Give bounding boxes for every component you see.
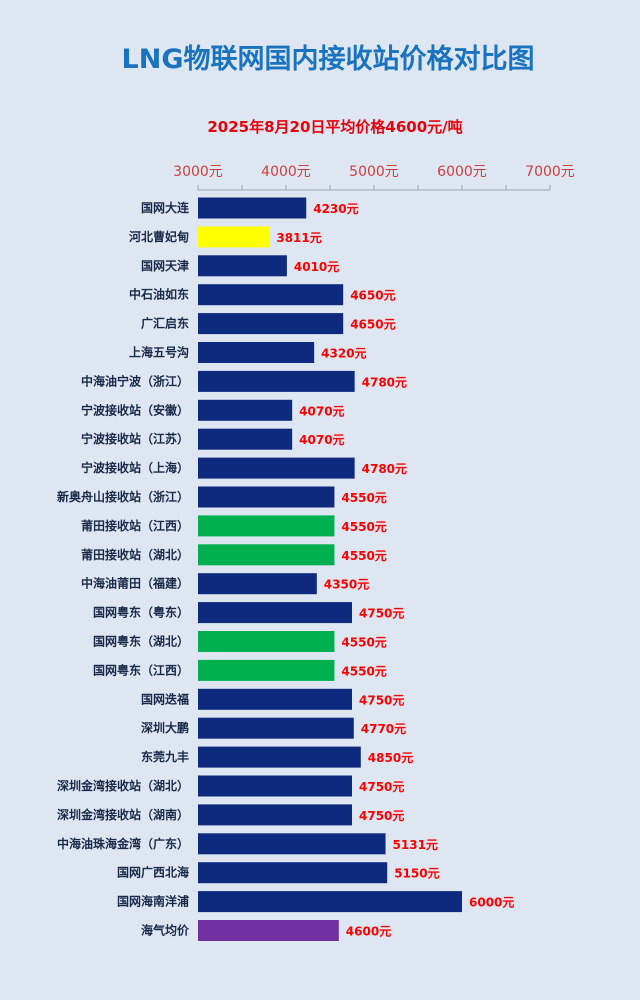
value-label: 4230元 xyxy=(313,202,358,216)
bar xyxy=(198,862,388,884)
category-label: 国网粤东（湖北） xyxy=(93,634,189,649)
category-label: 国网粤东（江西） xyxy=(93,662,189,677)
category-label: 新奥舟山接收站（浙江） xyxy=(57,489,189,504)
bar xyxy=(198,746,361,768)
category-label: 中海油珠海金湾（广东） xyxy=(57,836,189,851)
value-label: 5131元 xyxy=(393,838,438,852)
bar xyxy=(198,342,315,363)
value-label: 4650元 xyxy=(350,289,395,303)
bar xyxy=(198,370,355,392)
value-label: 4550元 xyxy=(341,549,386,563)
category-label: 河北曹妃甸 xyxy=(128,229,189,244)
bar xyxy=(198,920,339,941)
bar xyxy=(198,255,287,277)
category-label: 中海油宁波（浙江） xyxy=(81,373,189,388)
category-label: 国网大连 xyxy=(141,200,190,215)
bar xyxy=(198,197,307,219)
category-label: 国网天津 xyxy=(141,258,189,273)
value-label: 4780元 xyxy=(362,462,407,476)
category-label: 国网迭福 xyxy=(141,691,189,706)
value-label: 3811元 xyxy=(276,231,321,245)
value-label: 4780元 xyxy=(362,375,407,389)
bar xyxy=(198,226,270,248)
value-label: 4550元 xyxy=(341,491,386,505)
bar xyxy=(198,573,317,595)
category-label: 莆田接收站（江西） xyxy=(81,518,189,533)
value-label: 4550元 xyxy=(341,664,386,678)
category-label: 上海五号沟 xyxy=(129,345,189,360)
bar xyxy=(198,659,335,681)
bar xyxy=(198,688,352,710)
bar xyxy=(198,313,344,335)
value-label: 4750元 xyxy=(359,693,404,707)
bar xyxy=(198,399,293,421)
category-label: 宁波接收站（江苏） xyxy=(81,431,189,446)
category-label: 莆田接收站（湖北） xyxy=(81,547,189,562)
value-label: 4750元 xyxy=(359,780,404,794)
bar xyxy=(198,775,352,797)
x-tick-label: 6000元 xyxy=(437,164,487,180)
value-label: 6000元 xyxy=(469,896,514,910)
value-label: 4070元 xyxy=(299,433,344,447)
category-label: 深圳金湾接收站（湖南） xyxy=(57,807,189,822)
category-label: 宁波接收站（安徽） xyxy=(81,402,189,417)
bar xyxy=(198,833,386,855)
x-axis: 3000元 4000元 5000元 6000元 7000元 xyxy=(173,164,575,191)
x-tick-label: 3000元 xyxy=(173,164,223,180)
bar xyxy=(198,457,355,479)
value-label: 4550元 xyxy=(341,636,386,650)
chart-title: LNG物联网国内接收站价格对比图 xyxy=(122,44,535,75)
value-label: 4850元 xyxy=(368,751,413,765)
value-label: 4600元 xyxy=(346,925,391,939)
x-tick-label: 7000元 xyxy=(525,164,575,180)
value-label: 4750元 xyxy=(359,607,404,621)
value-label: 4350元 xyxy=(324,578,369,592)
category-label: 广汇启东 xyxy=(141,316,189,331)
bar xyxy=(198,804,352,826)
value-label: 5150元 xyxy=(394,867,439,881)
category-label: 国网广西北海 xyxy=(117,865,189,880)
x-tick-label: 4000元 xyxy=(261,164,311,180)
value-label: 4320元 xyxy=(321,347,366,361)
value-label: 4770元 xyxy=(361,722,406,736)
bar xyxy=(198,515,335,537)
bar xyxy=(198,544,335,566)
value-label: 4070元 xyxy=(299,404,344,418)
category-label: 中海油莆田（福建） xyxy=(81,576,189,591)
category-label: 深圳金湾接收站（湖北） xyxy=(57,778,189,793)
category-label: 国网粤东（粤东） xyxy=(93,605,189,620)
bar xyxy=(198,486,335,508)
value-label: 4750元 xyxy=(359,809,404,823)
value-label: 4650元 xyxy=(350,318,395,332)
category-label: 宁波接收站（上海） xyxy=(81,460,189,475)
category-label: 中石油如东 xyxy=(129,287,189,302)
category-label: 国网海南洋浦 xyxy=(117,894,189,909)
bar xyxy=(198,602,352,624)
value-label: 4010元 xyxy=(294,260,339,274)
category-label: 海气均价 xyxy=(141,923,190,938)
chart-subtitle: 2025年8月20日平均价格4600元/吨 xyxy=(207,118,462,136)
bar xyxy=(198,284,344,306)
bar xyxy=(198,891,462,913)
x-tick-label: 5000元 xyxy=(349,164,399,180)
bar xyxy=(198,717,354,739)
category-label: 深圳大鹏 xyxy=(141,720,189,735)
value-label: 4550元 xyxy=(341,520,386,534)
category-label: 东莞九丰 xyxy=(141,749,189,764)
bar xyxy=(198,631,335,652)
bar xyxy=(198,428,293,450)
